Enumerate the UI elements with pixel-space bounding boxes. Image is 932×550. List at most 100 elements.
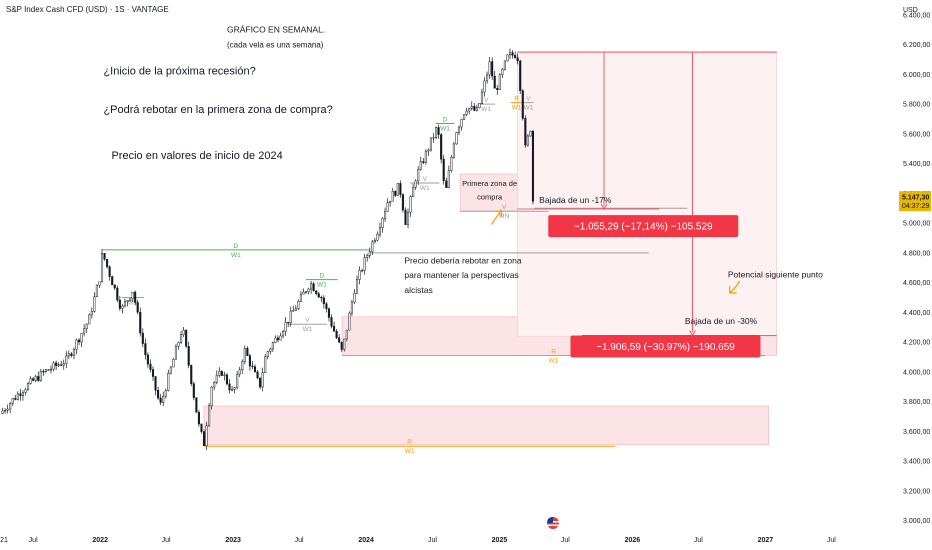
y-axis-panel — [898, 0, 932, 550]
candle-body-205 — [524, 118, 527, 146]
candle-body-165 — [422, 161, 425, 163]
symbol-title[interactable]: S&P Index Cash CFD (USD) · 1S · VANTAGE — [6, 5, 169, 14]
level-label-bottom-11: MN — [499, 213, 509, 220]
candle-body-56 — [144, 343, 147, 356]
candle-body-197 — [503, 60, 506, 70]
candle-body-38 — [98, 281, 101, 286]
candle-body-112 — [287, 321, 290, 324]
y-tick-11: 4.200,00 — [903, 340, 930, 347]
candle-body-80 — [205, 425, 208, 446]
candle-body-170 — [435, 127, 438, 138]
candle-body-66 — [169, 366, 172, 374]
zone-2 — [459, 173, 522, 212]
last-price-value: 5.147,30 — [902, 195, 929, 202]
candle-body-157 — [401, 194, 404, 211]
candle-body-149 — [381, 218, 384, 229]
level-label-bottom-7: W1 — [303, 326, 313, 333]
candle-body-142 — [363, 257, 366, 271]
candle-body-175 — [447, 170, 450, 188]
candle-body-151 — [386, 202, 389, 212]
level-label-bottom-1: W1 — [317, 282, 327, 289]
candle-body-138 — [353, 292, 356, 303]
y-tick-3: 5.800,00 — [903, 102, 930, 109]
level-label-top-7: V — [305, 317, 310, 324]
candle-body-179 — [457, 126, 461, 133]
candle-body-194 — [496, 88, 499, 90]
candle-body-201 — [514, 55, 517, 59]
candle-body-199 — [508, 52, 512, 56]
level-label-bottom-3: W1 — [549, 357, 559, 364]
candle-body-159 — [406, 211, 410, 225]
candle-body-18 — [47, 369, 50, 371]
x-tick-13: Jul — [827, 537, 836, 544]
candle-body-15 — [39, 371, 42, 381]
x-tick-1: Jul — [29, 537, 38, 544]
candle-body-101 — [259, 377, 262, 388]
candle-body-24 — [62, 363, 65, 366]
y-tick-16: 3.200,00 — [903, 488, 930, 495]
currency-label[interactable]: USD — [903, 7, 918, 14]
annotation-10: alcistas — [404, 285, 432, 295]
candle-body-84 — [215, 375, 218, 383]
candle-body-83 — [213, 382, 216, 388]
candle-body-191 — [488, 61, 491, 76]
candle-body-7 — [19, 393, 22, 396]
candle-body-164 — [419, 161, 422, 170]
candle-body-58 — [149, 363, 152, 370]
us-flag-icon[interactable] — [547, 516, 559, 529]
candle-body-187 — [478, 103, 481, 108]
candle-body-27 — [70, 353, 73, 356]
level-label-bottom-8: W1 — [481, 106, 491, 113]
level-label-top-9: V — [526, 96, 531, 103]
orange-arrow-up — [490, 209, 503, 225]
candle-body-81 — [208, 405, 211, 426]
candle-body-183 — [468, 108, 471, 112]
candle-body-123 — [315, 290, 318, 294]
candle-body-60 — [154, 376, 157, 391]
level-label-bottom-0: W1 — [231, 252, 241, 259]
candle-body-131 — [335, 330, 338, 339]
candle-body-39 — [100, 253, 104, 283]
candle-body-94 — [241, 361, 244, 370]
y-tick-8: 4.800,00 — [903, 250, 930, 257]
candle-body-63 — [162, 395, 165, 403]
candle-body-67 — [172, 359, 175, 368]
candle-body-196 — [501, 69, 504, 75]
candle-body-78 — [200, 423, 203, 432]
level-label-top-8: V — [484, 97, 489, 104]
candle-body-28 — [72, 349, 75, 356]
candle-body-62 — [159, 397, 162, 403]
candle-body-48 — [123, 301, 126, 307]
candle-body-72 — [185, 329, 188, 347]
candle-body-9 — [24, 389, 27, 393]
candle-body-64 — [164, 390, 167, 397]
candle-body-110 — [282, 331, 285, 337]
callout-bg-0 — [548, 215, 739, 238]
annotation-12: Bajada de un -30% — [685, 316, 758, 326]
candle-body-75 — [192, 383, 195, 398]
annotation-0: GRÁFICO EN SEMANAL. — [227, 25, 325, 35]
candle-body-135 — [345, 329, 348, 340]
candle-body-105 — [269, 348, 272, 352]
level-label-bottom-2: W1 — [440, 125, 450, 132]
candle-body-152 — [389, 200, 392, 203]
candle-body-30 — [78, 339, 81, 343]
candle-body-87 — [223, 374, 226, 376]
y-tick-13: 3.800,00 — [903, 399, 930, 406]
candle-body-40 — [103, 253, 106, 260]
candle-body-134 — [343, 338, 346, 350]
candle-body-8 — [21, 392, 24, 396]
annotation-3: ¿Podrá rebotar en la primera zona de com… — [103, 104, 332, 116]
candle-body-132 — [338, 337, 341, 343]
candle-body-121 — [310, 283, 313, 290]
candle-body-180 — [460, 118, 463, 128]
candle-body-76 — [195, 397, 198, 413]
candle-body-43 — [111, 276, 114, 286]
candle-body-150 — [384, 211, 387, 219]
candle-body-106 — [271, 342, 274, 350]
candle-body-188 — [480, 91, 484, 104]
candle-body-119 — [304, 291, 308, 293]
candle-body-1 — [4, 410, 7, 412]
